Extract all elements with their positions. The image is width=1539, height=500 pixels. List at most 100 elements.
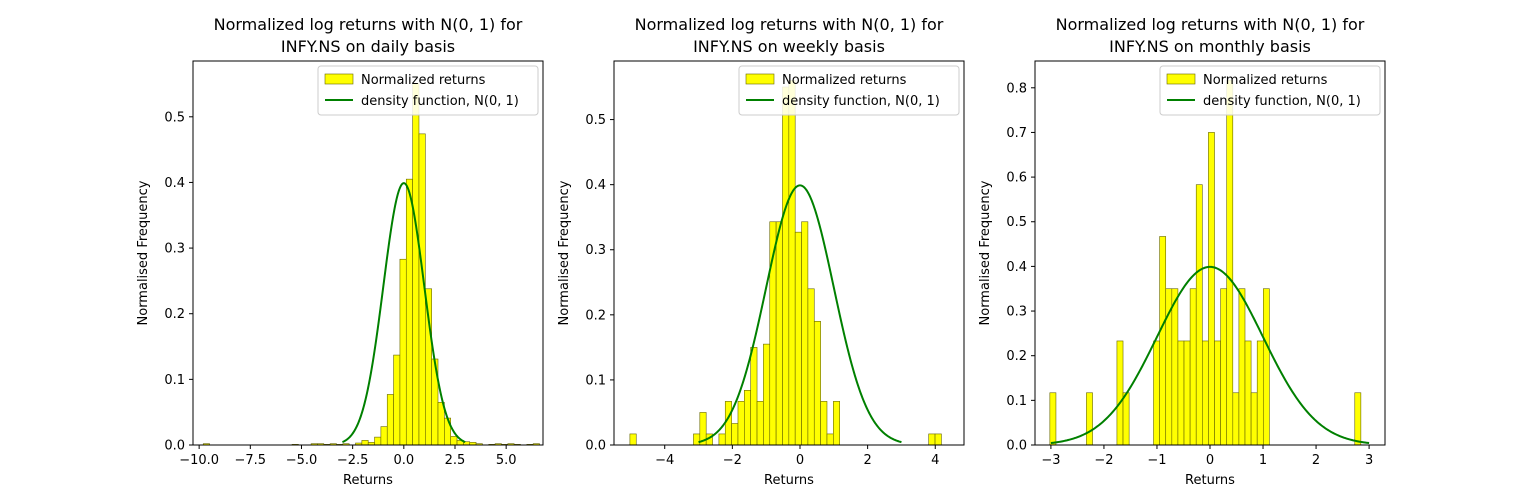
legend-swatch-bar <box>745 73 775 85</box>
x-tick-label: −4 <box>655 453 674 468</box>
y-tick-label: 0.2 <box>585 308 606 323</box>
y-tick-label: 0.3 <box>1006 305 1027 320</box>
histogram-bar <box>1202 340 1209 446</box>
legend-box <box>317 65 539 116</box>
histogram-bar <box>788 80 796 446</box>
histogram-bars <box>1049 79 1362 446</box>
histogram-bars <box>629 80 942 446</box>
chart-title-line-2: INFY.NS on weekly basis <box>693 37 885 56</box>
y-tick-label: 0.5 <box>585 113 606 128</box>
legend: Normalized returns density function, N(0,… <box>317 65 539 116</box>
x-tick-label: 3 <box>1365 453 1373 468</box>
y-tick-label: 0.2 <box>164 307 185 322</box>
histogram-bar <box>399 258 407 446</box>
y-axis-label: Normalised Frequency <box>978 180 993 325</box>
histogram-bar <box>1232 392 1240 446</box>
x-axis-label: Returns <box>764 473 814 488</box>
y-tick-label: 0.7 <box>1006 126 1027 141</box>
y-tick-label: 0.0 <box>164 439 185 454</box>
histogram-bar <box>1183 340 1191 446</box>
histogram-bar <box>1086 392 1093 446</box>
legend-label: density function, N(0, 1) <box>361 94 519 109</box>
histogram-bar <box>934 433 942 446</box>
x-tick-label: 0 <box>796 453 804 468</box>
legend-label: Normalized returns <box>1203 73 1328 88</box>
x-tick-label: 4 <box>931 453 939 468</box>
histogram-bar <box>1226 79 1234 446</box>
histogram-bar <box>1049 392 1057 446</box>
histogram-bar <box>1238 288 1246 446</box>
x-tick-label: −2.5 <box>337 453 369 468</box>
histogram-bar <box>437 402 445 446</box>
legend-label: Normalized returns <box>782 73 907 88</box>
histogram-bar <box>1244 340 1252 446</box>
x-axis-label: Returns <box>1185 473 1235 488</box>
histogram-bar <box>393 354 401 446</box>
x-tick-label: 0.0 <box>393 453 414 468</box>
histogram-bar <box>1262 288 1270 446</box>
y-tick-label: 0.1 <box>585 373 606 388</box>
histogram-bar <box>731 423 739 446</box>
histogram-bar <box>629 433 637 446</box>
histogram-bar <box>813 321 821 446</box>
histogram-bar <box>756 401 764 446</box>
x-tick-label: −3 <box>1041 453 1060 468</box>
histogram-bar <box>1220 288 1228 446</box>
x-tick-label: 2 <box>1312 453 1320 468</box>
y-tick-label: 0.8 <box>1006 81 1027 96</box>
chart-title-line-1: Normalized log returns with N(0, 1) for <box>1056 15 1365 34</box>
histogram-bar <box>412 83 420 446</box>
y-tick-label: 0.3 <box>585 243 606 258</box>
legend-swatch-bar <box>324 73 354 85</box>
axes-frame <box>613 60 965 446</box>
histogram-bar <box>1354 392 1362 446</box>
y-tick-label: 0.6 <box>1006 171 1027 186</box>
histogram-bar <box>450 436 458 446</box>
histogram-bar <box>1208 132 1215 446</box>
chart-title-line-2: INFY.NS on daily basis <box>281 37 455 56</box>
histogram-bar <box>380 426 388 446</box>
x-tick-label: 1 <box>1259 453 1267 468</box>
density-curve <box>1050 265 1370 445</box>
y-tick-label: 0.1 <box>1006 394 1027 409</box>
x-tick-label: −1 <box>1147 453 1166 468</box>
histogram-bar <box>724 401 732 446</box>
histogram-bar <box>1214 340 1221 446</box>
y-tick-label: 0.0 <box>585 439 606 454</box>
x-tick-label: −2 <box>723 453 742 468</box>
x-tick-label: 2.5 <box>445 453 466 468</box>
x-tick-label: 2 <box>863 453 871 468</box>
legend-label: density function, N(0, 1) <box>782 94 940 109</box>
x-tick-label: −5.0 <box>286 453 318 468</box>
density-curve <box>698 184 902 444</box>
histogram-bar <box>405 178 413 446</box>
x-tick-label: −2 <box>1094 453 1113 468</box>
histogram-bar <box>693 433 701 446</box>
x-tick-label: 5.0 <box>496 453 517 468</box>
legend-box <box>738 65 960 116</box>
x-tick-label: −10.0 <box>179 453 219 468</box>
y-tick-label: 0.3 <box>164 242 185 257</box>
y-tick-label: 0.5 <box>1006 215 1027 230</box>
axes-frame <box>192 60 544 446</box>
histogram-bar <box>801 221 809 446</box>
histogram-bar <box>386 394 394 446</box>
histogram-bar <box>820 401 828 446</box>
legend-box <box>1159 65 1381 116</box>
legend: Normalized returns density function, N(0,… <box>738 65 960 116</box>
histogram-bar <box>1250 392 1258 446</box>
chart-panel-3: −3 −2 −1 0 1 2 3 0.0 0.1 0.2 0.3 0.4 0.5 0.6 0.7 0.8 Ret… <box>978 15 1386 488</box>
x-tick-label: 0 <box>1206 453 1214 468</box>
legend: Normalized returns density function, N(0,… <box>1159 65 1381 116</box>
y-tick-label: 0.4 <box>585 178 606 193</box>
chart-title-line-1: Normalized log returns with N(0, 1) for <box>214 15 523 34</box>
histogram-bar <box>1177 340 1185 446</box>
histogram-bar <box>1159 236 1167 446</box>
y-tick-label: 0.4 <box>164 176 185 191</box>
y-axis-label: Normalised Frequency <box>557 180 572 325</box>
legend-label: density function, N(0, 1) <box>1203 94 1361 109</box>
histogram-bar <box>1153 340 1160 446</box>
chart-title-line-1: Normalized log returns with N(0, 1) for <box>635 15 944 34</box>
histogram-bar <box>1171 288 1179 446</box>
